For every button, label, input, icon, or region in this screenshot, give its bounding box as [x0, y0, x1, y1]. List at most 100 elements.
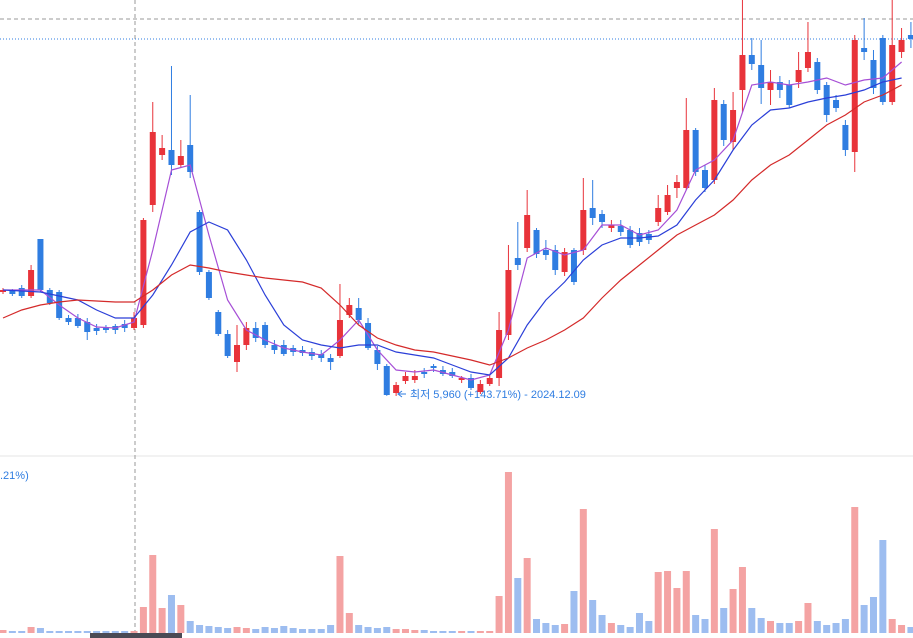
volume-bar [561, 624, 569, 633]
volume-bar [345, 613, 353, 633]
volume-bar [635, 613, 643, 633]
volume-bar [111, 631, 119, 633]
candle-body [449, 372, 456, 376]
volume-change-label: .21%) [0, 470, 29, 482]
candle-body [496, 330, 503, 378]
volume-bar [242, 628, 250, 633]
volume-bar [720, 608, 728, 633]
candle-body [795, 70, 802, 82]
candle-body [74, 318, 81, 326]
volume-bar [430, 631, 438, 633]
volume-bar [224, 628, 232, 633]
volume-bar [523, 558, 531, 633]
volume-bar [252, 629, 260, 633]
candle-body [730, 110, 737, 142]
volume-bar [542, 623, 550, 633]
low-annotation: 최저 5,960 (+143.71%) - 2024.12.09 [410, 388, 586, 401]
volume-bar [879, 540, 887, 633]
candle-body [458, 378, 465, 380]
volume-bar [289, 628, 297, 633]
volume-bar [420, 630, 428, 633]
volume-bar [795, 621, 803, 633]
volume-bar [748, 608, 756, 633]
volume-bar [65, 631, 73, 633]
volume-bar [308, 629, 316, 633]
volume-bar [327, 625, 335, 633]
volume-bar [486, 631, 494, 633]
candle-body [898, 40, 905, 52]
volume-bar [692, 615, 700, 633]
volume-bar [607, 623, 615, 633]
candle-body [393, 385, 400, 393]
volume-bar [851, 507, 859, 633]
volume-bar [617, 625, 625, 633]
volume-bar [364, 627, 372, 633]
candle-body [561, 252, 568, 272]
volume-bar [280, 626, 288, 633]
scrollbar[interactable] [90, 633, 182, 638]
candle-body [833, 100, 840, 108]
candle-body [383, 366, 390, 395]
candle-body [468, 378, 474, 388]
candle-body [814, 62, 821, 90]
candle-body [842, 125, 849, 150]
candle-body [430, 366, 437, 368]
volume-bar [439, 631, 447, 633]
candle-body [514, 258, 521, 265]
candle-body [589, 208, 596, 218]
candle-body [65, 318, 72, 322]
candle-body [177, 156, 184, 165]
candle-body [673, 182, 680, 188]
volume-bar [533, 619, 541, 633]
volume-bar [888, 619, 896, 633]
volume-bar [785, 623, 793, 633]
candle-body [215, 312, 222, 334]
volume-bar [664, 571, 672, 633]
candle-body [655, 208, 662, 222]
candle-body [477, 384, 484, 392]
candle-body [767, 82, 774, 90]
volume-bar [729, 589, 737, 633]
candle-body [346, 305, 353, 315]
candle-body [533, 230, 540, 254]
volume-bar [907, 627, 913, 633]
volume-bar [93, 631, 101, 633]
volume-bar [83, 631, 91, 633]
volume-bar [654, 572, 662, 633]
volume-bar [738, 567, 746, 633]
candle-body [786, 85, 793, 105]
volume-bar [121, 631, 129, 633]
candle-body [37, 239, 44, 290]
volume-bar [196, 625, 204, 633]
volume-bar [757, 618, 765, 633]
volume-bar [514, 578, 522, 633]
volume-bar [0, 630, 7, 633]
candle-body [102, 328, 109, 330]
volume-bar [336, 556, 344, 633]
volume-bar [401, 629, 409, 633]
candle-body [421, 372, 428, 374]
volume-bar [261, 627, 269, 633]
candle-body [617, 226, 624, 232]
volume-bar [570, 591, 578, 633]
candle-body [542, 250, 549, 255]
candle-body [851, 40, 858, 152]
volume-bar [233, 627, 241, 633]
candle-body [870, 60, 877, 88]
candle-body [196, 212, 203, 272]
volume-bar [167, 595, 175, 633]
candle-body [234, 345, 240, 362]
volume-bar [317, 629, 325, 633]
candle-body [355, 308, 362, 320]
candle-body [18, 288, 25, 296]
volume-bar [130, 631, 138, 633]
candle-body [336, 320, 343, 356]
volume-bar [673, 588, 681, 633]
volume-bar [589, 600, 597, 633]
moving-average [2, 77, 902, 376]
candle-body [505, 270, 512, 335]
volume-bar [804, 603, 812, 633]
candle-body [804, 52, 811, 68]
